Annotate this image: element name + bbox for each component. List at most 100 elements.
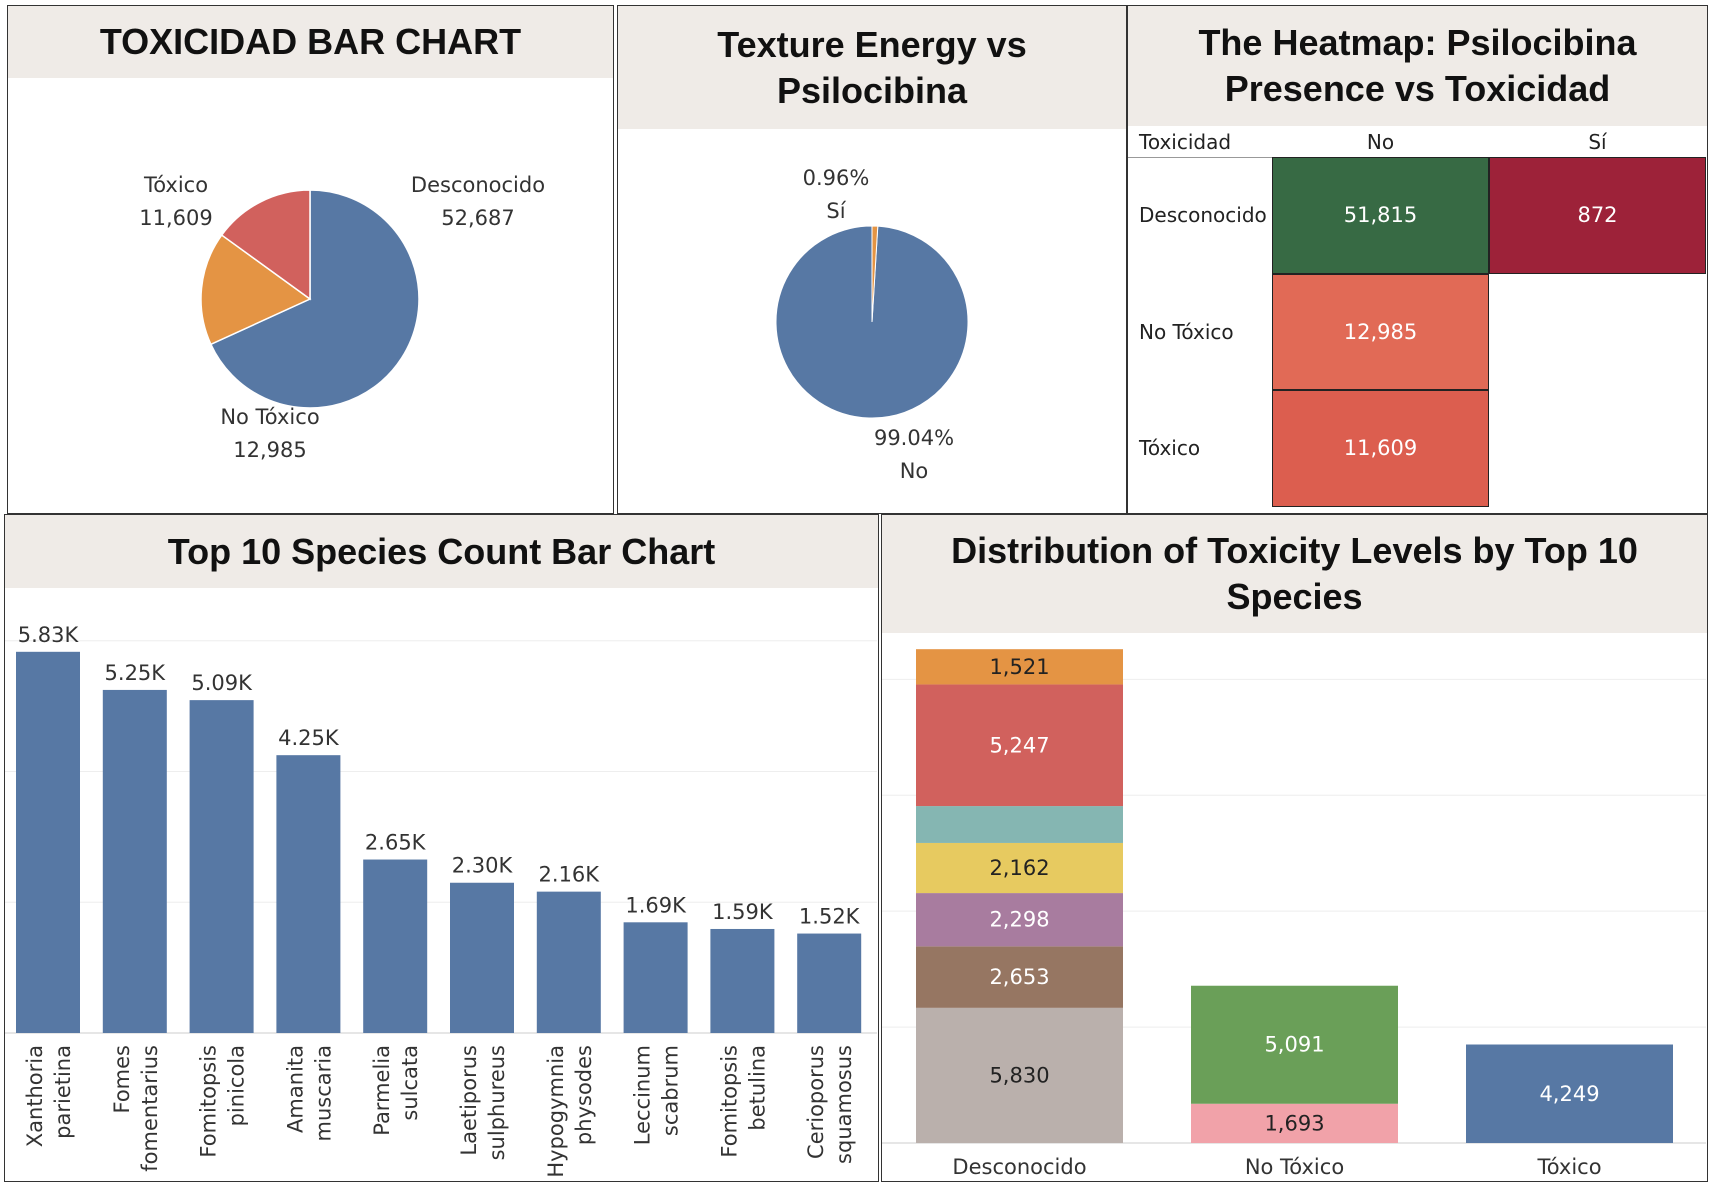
bar-category-line: sulcata — [398, 1045, 422, 1121]
bar-fomitopsis-pinicola — [189, 700, 254, 1033]
stack-segment-label: 4,249 — [1539, 1082, 1599, 1106]
bar-value-label: 5.09K — [191, 671, 253, 695]
bar-leccinum-scabrum — [623, 922, 688, 1033]
bar-category-line: Fomitopsis — [197, 1045, 221, 1158]
bar-category-line: fomentarius — [138, 1045, 162, 1172]
pie-label-toxico: Tóxico — [143, 173, 208, 197]
psilocibina-pie-title: Texture Energy vs Psilocibina — [618, 6, 1126, 129]
stack-segment-no-toxico-0 — [1191, 1103, 1398, 1143]
bar-category-label: Fomes fomentarius — [110, 1045, 162, 1172]
stack-segment-desconocido-1 — [916, 946, 1123, 1008]
species-bar-panel: Top 10 Species Count Bar Chart 5.83K Xant… — [4, 514, 879, 1182]
stack-segment-label: 5,247 — [989, 733, 1049, 757]
stack-segment-label: 2,653 — [989, 965, 1049, 989]
pie-value-toxico: 11,609 — [139, 206, 212, 230]
bar-cerioporus-squamosus — [797, 933, 862, 1033]
stack-segment-desconocido-0 — [916, 1007, 1123, 1143]
pie-slice-si — [871, 225, 879, 323]
heatmap-col-header-no: No — [1366, 129, 1395, 154]
bar-category-line: parietina — [51, 1045, 75, 1139]
pie-percent-si: 0.96% — [803, 166, 870, 190]
pie-label-no: No — [900, 459, 929, 483]
bar-value-label: 1.52K — [799, 905, 861, 929]
heatmap-cell-no-toxico-no: 12,985 — [1272, 273, 1489, 390]
species-bar-chart: 5.83K Xanthoria parietina 5.25K Fomes fomenta… — [5, 623, 877, 1178]
bar-category-line: muscaria — [311, 1045, 335, 1141]
pie-percent-no: 99.04% — [874, 426, 954, 450]
bar-category-label: Xanthoria parietina — [23, 1045, 75, 1147]
stack-category-label-desconocido: Desconocido — [952, 1155, 1086, 1179]
heatmap-cell-toxico-no: 11,609 — [1272, 390, 1489, 507]
bar-category-line: Parmelia — [370, 1045, 394, 1136]
pie-slice-no-toxico — [200, 234, 312, 346]
bar-value-label: 5.83K — [18, 623, 80, 647]
bar-xanthoria-parietina — [16, 651, 80, 1033]
bar-value-label: 1.69K — [625, 893, 687, 917]
stacked-bar-title: Distribution of Toxicity Levels by Top 1… — [882, 515, 1707, 633]
toxicidad-pie-chart: Desconocido 52,687 No Tóxico 12,985 Tóxico 11… — [139, 173, 545, 462]
bar-category-line: Xanthoria — [23, 1045, 47, 1147]
pie-label-no-toxico: No Tóxico — [220, 405, 319, 429]
bar-category-line: Fomitopsis — [717, 1045, 741, 1158]
stack-segment-label: 1,693 — [1264, 1111, 1324, 1135]
stack-segment-label: 2,298 — [989, 908, 1049, 932]
stack-segment-label: 1,521 — [989, 655, 1049, 679]
bar-category-line: Fomes — [110, 1045, 134, 1114]
pie-label-si: Sí — [826, 199, 846, 223]
toxicidad-pie-panel: TOXICIDAD BAR CHART Desconocido 52,687 No … — [7, 5, 614, 514]
bar-category-line: pinicola — [225, 1045, 249, 1126]
bar-category-line: squamosus — [832, 1045, 856, 1164]
psilocibina-pie-chart: 99.04% No 0.96% Sí — [775, 166, 969, 483]
stack-segment-label: 5,830 — [989, 1063, 1049, 1087]
bar-laetiporus-sulphureus — [450, 882, 514, 1033]
pie-label-desconocido: Desconocido — [411, 173, 545, 197]
bar-fomes-fomentarius — [102, 689, 167, 1033]
bar-value-label: 4.25K — [278, 726, 340, 750]
bar-category-label: Hypogymnia physodes — [544, 1045, 596, 1178]
stack-category-label-toxico: Tóxico — [1536, 1155, 1601, 1179]
stack-segment-desconocido-5 — [916, 684, 1123, 807]
bar-category-line: Hypogymnia — [544, 1045, 568, 1178]
pie-slice-toxico — [220, 189, 311, 301]
psilocibina-pie-panel: Texture Energy vs Psilocibina 99.04% No 0.… — [617, 5, 1127, 514]
heatmap-row-label-desconocido: Desconocido — [1139, 203, 1267, 228]
bar-category-line: Amanita — [283, 1045, 307, 1133]
heatmap-row-label-no-toxico: No Tóxico — [1139, 319, 1234, 344]
bar-category-line: scabrum — [659, 1045, 683, 1136]
species-bar-title: Top 10 Species Count Bar Chart — [5, 515, 878, 588]
toxicidad-pie-title: TOXICIDAD BAR CHART — [8, 6, 613, 78]
heatmap-row-header: Toxicidad — [1139, 129, 1232, 154]
stack-segment-label: 5,091 — [1264, 1033, 1324, 1057]
bar-category-line: Cerioporus — [804, 1045, 828, 1159]
bar-hypogymnia-physodes — [536, 891, 601, 1033]
heatmap-cell-desconocido-si: 872 — [1489, 157, 1706, 274]
bar-fomitopsis-betulina — [710, 928, 775, 1033]
bar-amanita-muscaria — [276, 755, 341, 1033]
pie-slice-desconocido — [209, 189, 420, 409]
stack-category-label-no-toxico: No Tóxico — [1245, 1155, 1344, 1179]
heatmap-col-header-si: Sí — [1588, 129, 1607, 154]
stack-segment-desconocido-3 — [916, 842, 1123, 894]
bar-value-label: 2.30K — [452, 854, 514, 878]
stack-segment-toxico-0 — [1466, 1044, 1673, 1143]
heatmap-title: The Heatmap: Psilocibina Presence vs Tox… — [1128, 6, 1707, 126]
stack-segment-desconocido-2 — [916, 893, 1123, 947]
bar-value-label: 2.65K — [365, 831, 427, 855]
pie-value-no-toxico: 12,985 — [233, 438, 306, 462]
bar-category-line: sulphureus — [485, 1045, 509, 1160]
bar-category-label: Laetiporus sulphureus — [457, 1045, 509, 1160]
bar-category-line: betulina — [745, 1045, 769, 1131]
bar-value-label: 2.16K — [539, 863, 601, 887]
bar-parmelia-sulcata — [363, 859, 428, 1033]
stacked-bar-chart: 5,830 2,653 2,298 2,162 5,247 1,521 Desconocid… — [882, 649, 1706, 1179]
bar-category-label: Fomitopsis betulina — [717, 1045, 769, 1158]
bar-category-label: Cerioporus squamosus — [804, 1045, 856, 1164]
bar-category-label: Amanita muscaria — [283, 1045, 335, 1141]
bar-category-line: Laetiporus — [457, 1045, 481, 1156]
stack-segment-label: 2,162 — [989, 856, 1049, 880]
stack-segment-no-toxico-1 — [1191, 985, 1398, 1104]
heatmap-cell-desconocido-no: 51,815 — [1272, 157, 1489, 274]
bar-value-label: 5.25K — [105, 661, 167, 685]
bar-value-label: 1.59K — [712, 900, 774, 924]
bar-category-line: physodes — [572, 1045, 596, 1145]
